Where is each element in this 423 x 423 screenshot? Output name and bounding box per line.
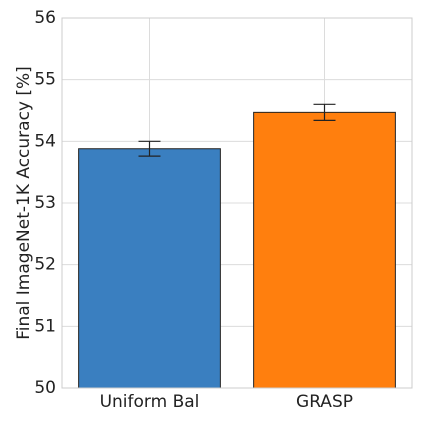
x-tick-label: GRASP: [296, 392, 353, 412]
y-tick-label: 55: [34, 70, 56, 90]
bar: [78, 148, 221, 389]
y-axis-label: Final ImageNet-1K Accuracy [%]: [14, 66, 34, 340]
y-tick-label: 51: [34, 316, 56, 336]
x-tick-label: Uniform Bal: [100, 392, 200, 412]
bar: [253, 111, 396, 389]
y-tick-label: 54: [34, 131, 56, 151]
error-bar: [313, 103, 336, 121]
y-tick-label: 53: [34, 193, 56, 213]
error-bar: [138, 140, 161, 157]
plot-frame: [61, 17, 413, 389]
y-tick-label: 56: [34, 8, 56, 28]
y-tick-label: 52: [34, 255, 56, 275]
y-tick-label: 50: [34, 378, 56, 398]
